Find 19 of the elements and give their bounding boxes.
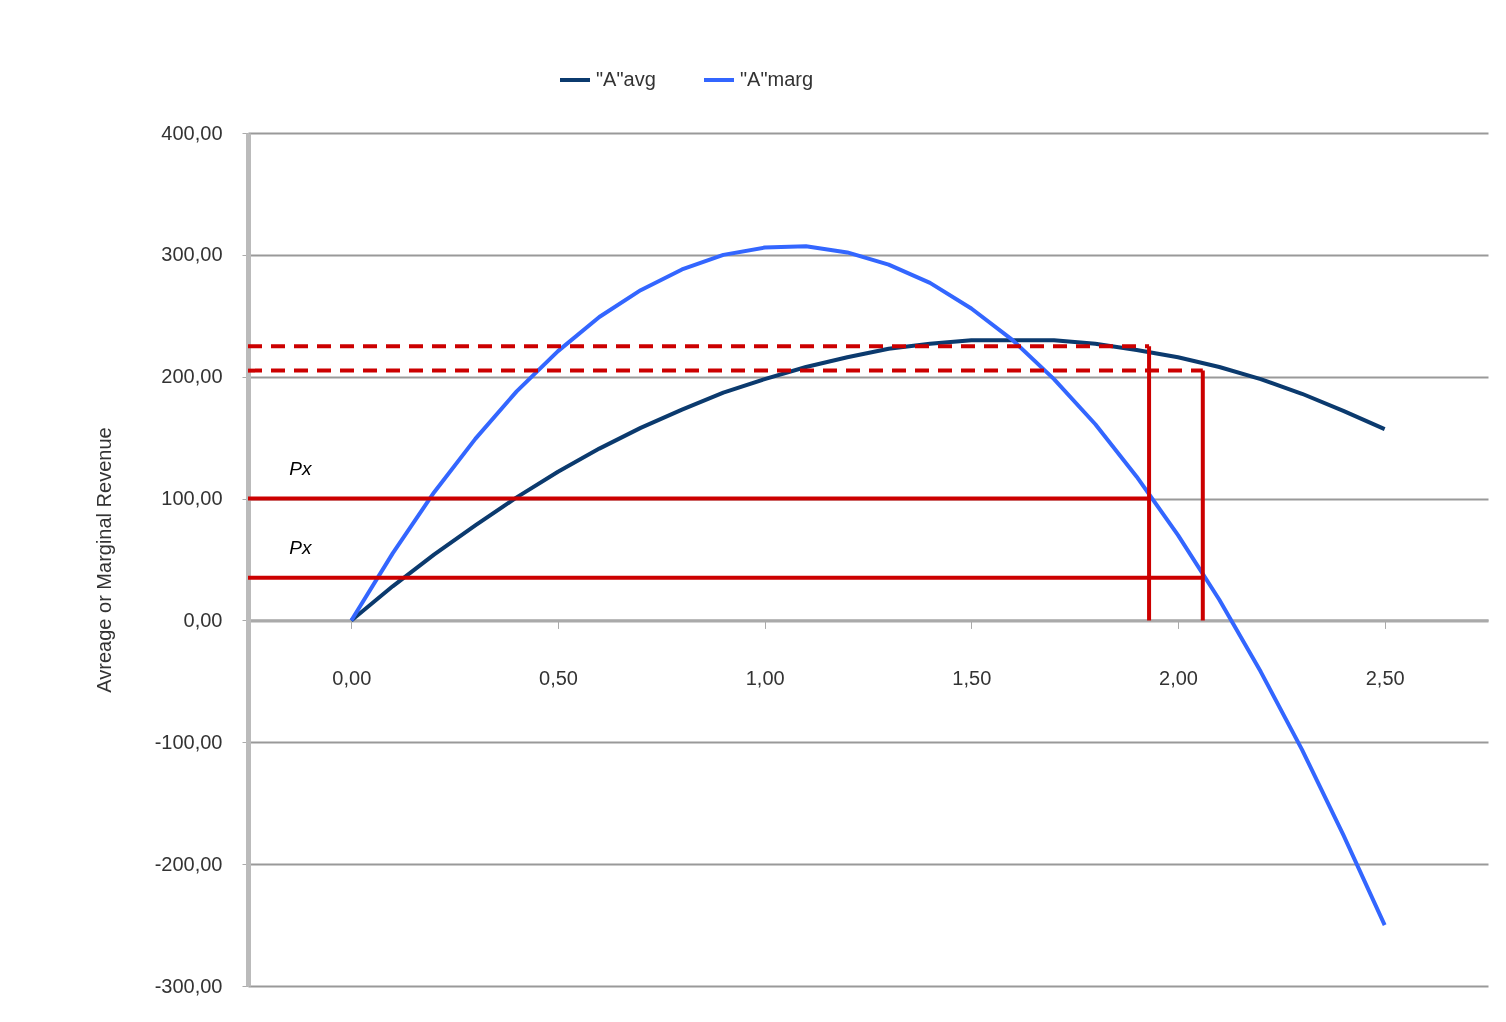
x-tick-label: 2,00 — [1159, 666, 1198, 689]
x-tick-label: 1,00 — [745, 666, 785, 689]
y-tick-label: 0,00 — [183, 608, 223, 631]
legend-label: "A"avg — [596, 68, 656, 90]
y-tick-label: -100,00 — [154, 730, 223, 753]
y-tick-label: 200,00 — [161, 365, 223, 388]
y-tick-label: 100,00 — [161, 487, 223, 510]
annotation: Px — [289, 536, 314, 558]
legend-label: "A"marg — [740, 68, 814, 90]
y-tick-label: 300,00 — [161, 243, 223, 266]
y-tick-label: -200,00 — [154, 852, 223, 875]
x-tick-label: 1,50 — [952, 666, 992, 689]
x-tick-label: 2,50 — [1365, 666, 1405, 689]
y-tick-label: -300,00 — [154, 974, 223, 997]
x-tick-label: 0,50 — [539, 666, 578, 689]
y-axis-title: Avreage or Marginal Revenue — [92, 427, 115, 693]
y-tick-label: 400,00 — [161, 121, 223, 144]
annotation: Px — [289, 457, 314, 479]
x-tick-label: 0,00 — [332, 666, 372, 689]
